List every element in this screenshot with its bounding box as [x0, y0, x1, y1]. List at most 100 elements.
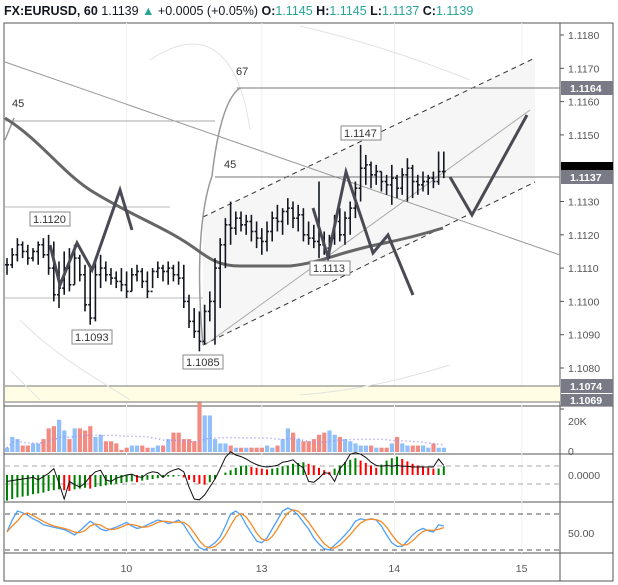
ohlc-bar	[98, 254, 103, 289]
ohlc-bar	[10, 248, 15, 269]
zone-highlight	[5, 386, 560, 402]
volume-bar	[348, 441, 353, 452]
volume-bar	[353, 443, 358, 452]
ohlc-bar	[301, 208, 306, 242]
volume-bar	[322, 432, 327, 452]
ohlc-bar	[306, 221, 311, 245]
close-value: 1.1139	[435, 4, 474, 18]
volume-bar	[369, 445, 374, 452]
volume-bar	[306, 441, 311, 452]
high-label: H:	[316, 4, 330, 18]
svg-text:1.1164: 1.1164	[570, 83, 602, 95]
last-price: 1.1139	[101, 4, 139, 18]
volume-bar	[166, 439, 171, 452]
volume-bar	[415, 445, 420, 452]
volume-bar	[93, 436, 98, 452]
ohlc-bar	[369, 161, 373, 189]
stochastic-pane: 50.00	[5, 507, 594, 551]
ohlc-bar	[135, 264, 139, 282]
ohlc-bar	[129, 268, 134, 293]
ohlc-bar	[363, 154, 368, 185]
ohlc-bar	[275, 204, 280, 232]
axis-marker: 1.1164	[561, 81, 613, 95]
chart-frame	[3, 22, 614, 582]
volume-bar	[337, 436, 342, 452]
volume-bar	[187, 439, 192, 452]
ohlc-bar	[109, 268, 113, 285]
channel-fill	[203, 58, 535, 345]
ohlc-bar	[374, 164, 379, 185]
ohlc-bar	[223, 218, 228, 269]
volume-bar	[223, 443, 228, 452]
volume-tick-label: 20K	[568, 416, 587, 428]
ohlc-bar	[155, 261, 160, 279]
zigzag-projection	[311, 166, 415, 296]
volume-bar	[291, 432, 296, 452]
ohlc-bar	[119, 268, 124, 292]
time-tick-label: 14	[388, 563, 400, 575]
volume-bar	[421, 445, 426, 452]
ohlc-bar	[218, 238, 223, 309]
volume-bar	[72, 428, 77, 452]
price-tick-label: 1.1160	[568, 97, 599, 109]
volume-bar	[176, 432, 181, 452]
ohlc-bar	[114, 271, 119, 289]
volume-bar	[343, 439, 348, 452]
volume-bar	[15, 439, 20, 452]
ohlc-bar	[426, 174, 431, 195]
volume-tick-label: 0	[568, 446, 574, 458]
volume-bar	[254, 447, 259, 452]
volume-bar	[36, 443, 41, 452]
ohlc-bar	[124, 271, 129, 299]
volume-bar	[374, 447, 379, 452]
ohlc-bar	[20, 241, 25, 259]
price-callout: 1.1113	[309, 260, 351, 276]
ohlc-bar	[239, 211, 243, 232]
ohlc-bar	[5, 258, 9, 275]
ohlc-bar	[187, 294, 191, 329]
stochastic-d-line	[6, 509, 444, 549]
volume-bar	[83, 430, 88, 452]
volume-bar	[395, 436, 400, 452]
channel-lower-line	[202, 181, 536, 346]
ohlc-bar	[311, 224, 316, 249]
volume-bar	[265, 445, 270, 452]
ohlc-bar	[181, 264, 186, 309]
volume-bar	[379, 447, 384, 452]
volume-bar	[285, 428, 290, 452]
ohlc-bar	[395, 174, 399, 199]
volume-bar	[119, 449, 124, 452]
ohlc-bar	[36, 241, 41, 265]
volume-bar	[77, 428, 82, 452]
price-axis[interactable]: 1.1180 1.1170 1.1160 1.1150 1.1130 1.1120 1.11…	[560, 30, 600, 375]
price-tick-label: 1.1120	[568, 230, 599, 242]
volume-bar	[275, 445, 280, 452]
price-change: +0.0005 (+0.05%)	[157, 4, 258, 18]
volume-bar	[441, 447, 446, 452]
ohlc-bar	[270, 211, 275, 242]
volume-bar	[436, 447, 441, 452]
ohlc-bar	[244, 214, 249, 235]
volume-bar	[249, 447, 254, 452]
price-tick-label: 1.1170	[568, 63, 599, 75]
volume-bar	[233, 447, 238, 452]
close-label: C:	[422, 4, 436, 18]
volume-bar	[207, 415, 212, 452]
ohlc-bar	[51, 241, 56, 302]
volume-bar	[244, 447, 249, 452]
high-value: 1.1145	[329, 4, 367, 18]
volume-bar	[358, 445, 363, 452]
price-tick-label: 1.1180	[568, 30, 599, 42]
price-tick-label: 1.1150	[568, 130, 599, 142]
ohlc-bar	[259, 228, 264, 255]
ohlc-bar	[337, 208, 342, 242]
time-axis[interactable]: 10 13 14 15	[121, 563, 528, 575]
fib-arc-background	[9, 25, 471, 401]
volume-bar	[400, 443, 405, 452]
ohlc-bar	[77, 254, 82, 282]
volume-bar	[301, 441, 306, 452]
ohlc-bar	[41, 238, 46, 259]
volume-bar	[389, 443, 394, 452]
last-price-marker	[561, 162, 613, 172]
